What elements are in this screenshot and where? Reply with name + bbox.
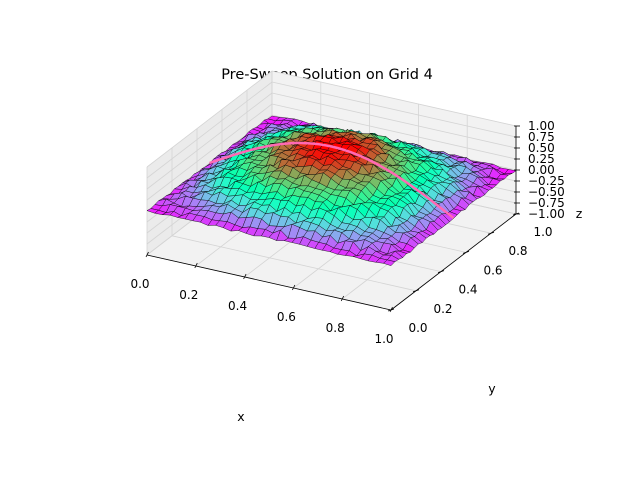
- z-tick-label: −1.00: [528, 207, 565, 221]
- x-axis-label: x: [237, 409, 244, 424]
- x-tick-label: 0.2: [179, 288, 198, 302]
- x-tick: [145, 251, 149, 258]
- z-tick-label: 0.75: [528, 130, 555, 144]
- x-tick: [194, 262, 198, 269]
- y-axis-label: y: [488, 381, 496, 396]
- y-tick-label: 0.2: [433, 302, 452, 316]
- grid-line: [271, 103, 517, 160]
- y-tick-label: 0.4: [458, 283, 477, 297]
- y-tick: [412, 289, 420, 293]
- z-tick-label: 0.00: [528, 163, 555, 177]
- overlay-curve: [209, 141, 455, 219]
- x-tick-label: 1.0: [374, 332, 393, 346]
- x-axis-line: [146, 254, 392, 311]
- x-tick: [340, 295, 345, 302]
- z-tick-label: 0.25: [528, 152, 555, 166]
- grid-line: [146, 70, 273, 168]
- z-tick-label: 1.00: [528, 119, 555, 133]
- grid-line: [146, 103, 273, 201]
- y-tick-label: 0.0: [408, 321, 427, 335]
- x-tick: [243, 273, 247, 280]
- grid-line: [271, 92, 517, 149]
- surface-facet: [383, 259, 396, 266]
- x-tick-label: 0.0: [130, 277, 149, 291]
- grid-line: [146, 92, 273, 190]
- y-tick: [462, 251, 470, 254]
- y-tick-label: 0.6: [483, 263, 502, 277]
- x-tick-label: 0.6: [277, 310, 296, 324]
- z-tick-label: −0.50: [528, 185, 565, 199]
- grid-line: [171, 235, 417, 292]
- grid-line: [271, 70, 517, 127]
- y-tick-label: 0.8: [508, 244, 527, 258]
- z-axis-label: z: [576, 206, 583, 221]
- z-tick-label: −0.75: [528, 196, 565, 210]
- y-tick: [387, 308, 395, 312]
- y-tick: [437, 270, 445, 273]
- x-tick-label: 0.4: [228, 299, 247, 313]
- grid-line: [146, 81, 273, 179]
- x-tick: [292, 284, 296, 291]
- overlay-curve-group: [209, 141, 455, 219]
- y-axis-line: [390, 213, 517, 311]
- x-tick-label: 0.8: [326, 321, 345, 335]
- z-tick-label: −0.25: [528, 174, 565, 188]
- y-tick: [487, 231, 495, 235]
- axis-ticks: 0.0 0.2 0.4 0.6 0.8 1.0 0.0 0.2 0.4 0.6 0.8 1.0 −1.0…: [130, 119, 564, 346]
- z-tick-label: 0.50: [528, 141, 555, 155]
- y-tick-label: 1.0: [533, 225, 552, 239]
- grid-line: [271, 81, 517, 138]
- chart-title: Pre-Sweep Solution on Grid 4: [221, 67, 433, 83]
